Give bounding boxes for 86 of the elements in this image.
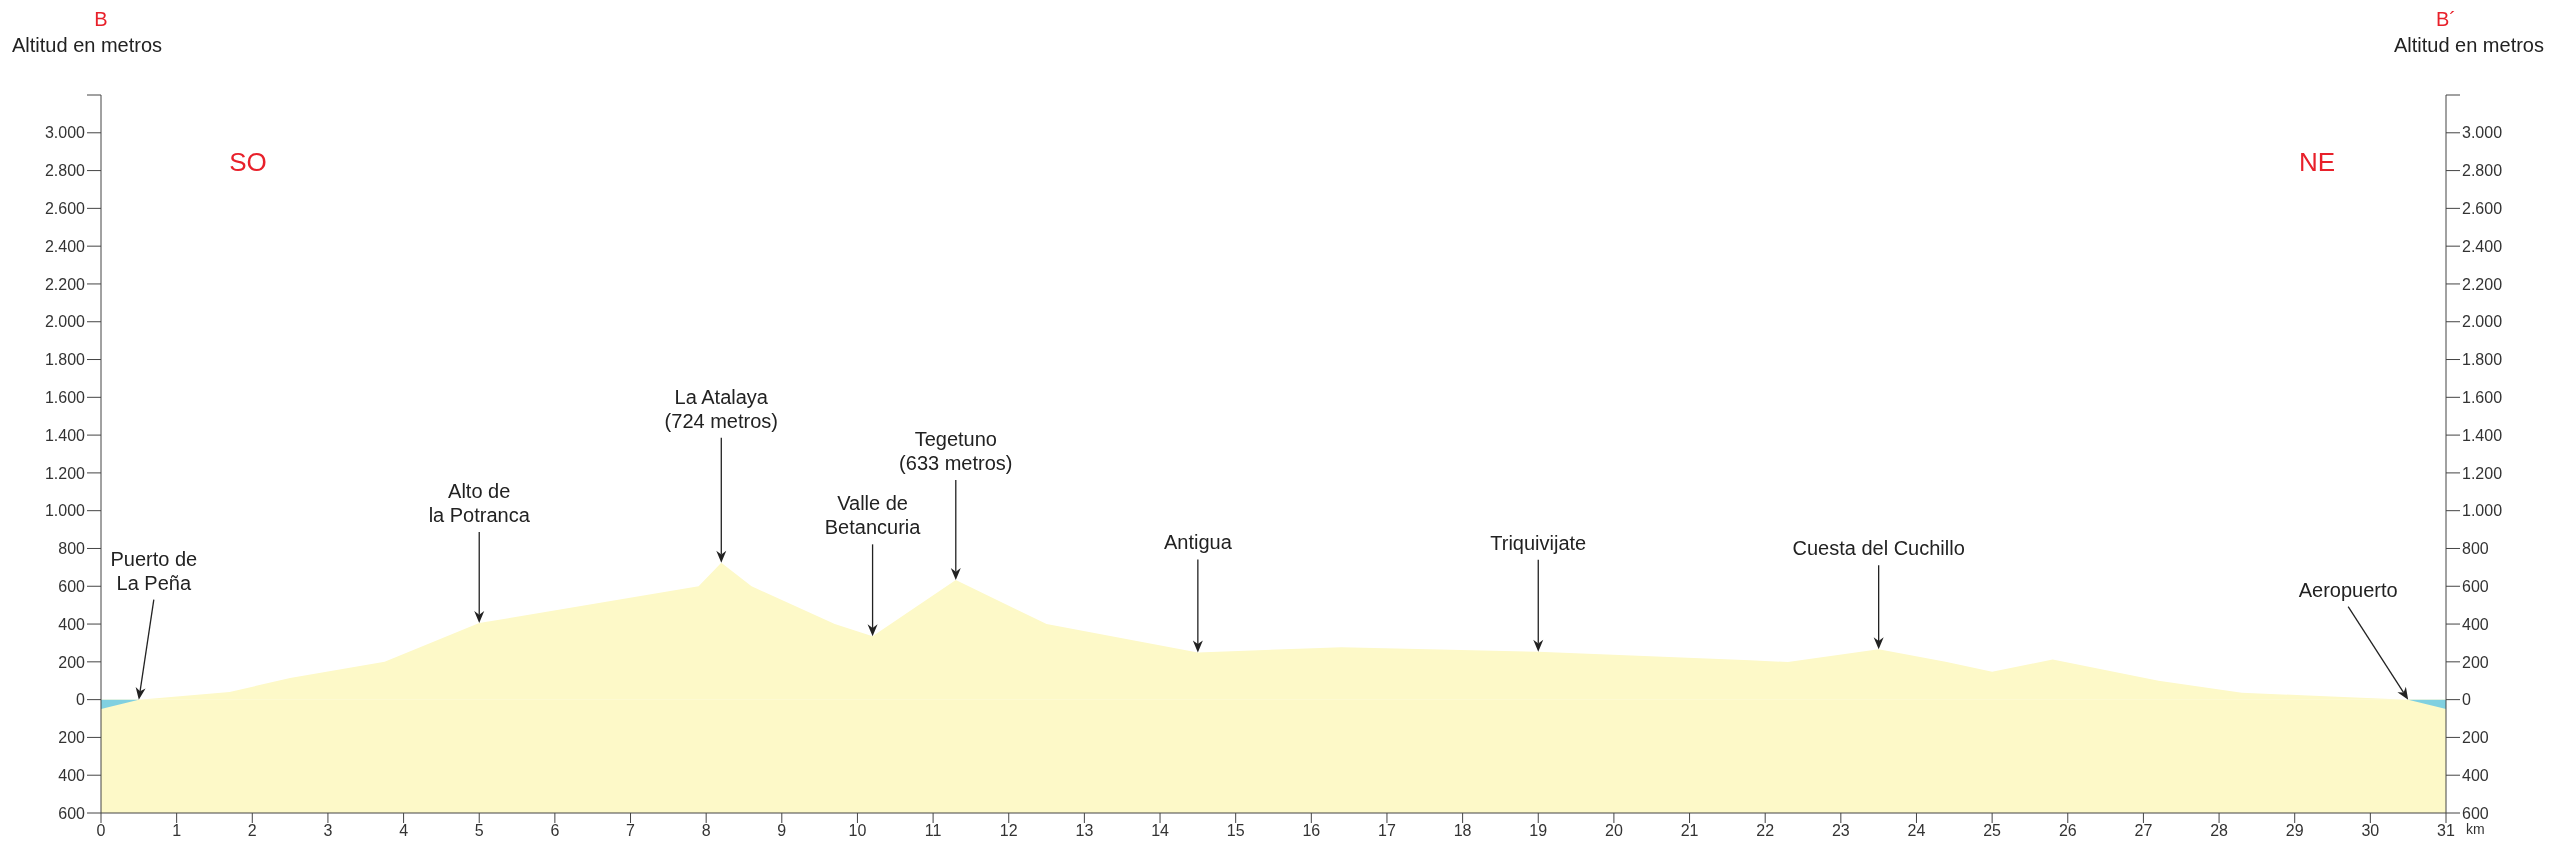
y2-tick-label: 1.200 (2462, 464, 2503, 482)
annotation: SO (229, 147, 267, 178)
annotation: La Atalaya (724 metros) (664, 385, 778, 432)
y2-tick-label: 0 (2462, 691, 2471, 709)
x-tick-label: 21 (1680, 822, 1699, 840)
x-tick-label: 26 (2058, 822, 2077, 840)
x-tick-label: 4 (399, 822, 409, 840)
y-tick-label: 600 (58, 577, 86, 595)
y2-tick-label: 400 (2462, 615, 2489, 633)
y-tick-label: 0 (76, 691, 86, 709)
x-tick-label: 11 (924, 822, 942, 840)
y-tick-label: 200 (58, 653, 86, 671)
x-tick-label: 2 (247, 822, 257, 840)
y-axis-title: Altitud en metros (12, 34, 163, 57)
y-tick-label: 1.800 (44, 351, 86, 369)
x-tick-label: 29 (2285, 822, 2304, 840)
x-tick-label: 18 (1453, 822, 1472, 840)
x-tick-label: 9 (777, 822, 787, 840)
x-tick-label: 30 (2361, 822, 2380, 840)
y2-tick-label: 600 (2462, 577, 2489, 595)
annotation: NE (2298, 147, 2336, 178)
annotation: Tegetuno (633 metros) (899, 428, 1013, 475)
x-tick-label: 17 (1378, 822, 1396, 840)
y-tick-label: 3.000 (44, 124, 86, 142)
x-tick-label: 5 (474, 822, 484, 840)
y2-tick-label: 3.000 (2462, 124, 2503, 142)
annotation: Puerto de La Peña (110, 547, 198, 594)
y-tick-label: 200 (58, 729, 86, 747)
y2-tick-label: 1.400 (2462, 426, 2503, 444)
x-tick-label: 0 (96, 822, 106, 840)
x-tick-label: 13 (1075, 822, 1094, 840)
x-tick-label: 7 (626, 822, 636, 840)
x-tick-label: 16 (1302, 822, 1321, 840)
y-tick-label: 1.200 (44, 464, 86, 482)
y2-tick-label: 2.400 (2462, 237, 2503, 255)
annotation: Cuesta del Cuchillo (1792, 537, 1965, 560)
y-tick-label: 2.600 (44, 200, 86, 218)
y-tick-label: 2.800 (44, 162, 86, 180)
y2-tick-label: 400 (2462, 766, 2489, 784)
y2-tick-label: 2.000 (2462, 313, 2503, 331)
x-tick-label: 14 (1151, 822, 1170, 840)
y2-tick-label: 2.600 (2462, 200, 2503, 218)
y-tick-label: 800 (58, 540, 86, 558)
annotation: Triquivijate (1490, 531, 1587, 554)
x-tick-label: 1 (172, 822, 182, 840)
x-tick-label: 27 (2134, 822, 2153, 840)
y2-tick-label: 200 (2462, 653, 2489, 671)
annotation: Antigua (1163, 531, 1233, 554)
y2-tick-label: 1.600 (2462, 389, 2503, 406)
x-tick-label: 24 (1907, 822, 1926, 840)
y-tick-label: 1.000 (44, 502, 86, 520)
y-tick-label: 2.200 (44, 275, 86, 293)
annotation: Aeropuerto (2298, 578, 2398, 601)
x-tick-label: 8 (701, 822, 711, 840)
y-tick-label: 1.600 (44, 389, 86, 406)
x-tick-label: 3 (323, 822, 333, 840)
x-tick-label: 6 (550, 822, 560, 840)
y2-tick-label: 2.200 (2462, 275, 2503, 293)
x-tick-label: 22 (1756, 822, 1775, 840)
x-tick-label: 15 (1226, 822, 1245, 840)
x-tick-label: 31 (2437, 822, 2455, 840)
y2-tick-label: 1.000 (2462, 502, 2503, 520)
y-tick-label: 2.000 (44, 313, 86, 331)
y2-tick-label: 200 (2462, 729, 2489, 747)
x-tick-label: 19 (1529, 822, 1548, 840)
y2-tick-label: 2.800 (2462, 162, 2503, 180)
x-tick-label: 23 (1831, 822, 1850, 840)
y-tick-label: 400 (58, 766, 86, 784)
x-tick-label: 28 (2210, 822, 2229, 840)
annotation: Alto de la Potranca (428, 480, 531, 527)
y2-tick-label: 1.800 (2462, 351, 2503, 369)
y2-tick-label: 800 (2462, 540, 2489, 558)
x-tick-label: 12 (999, 822, 1018, 840)
y-tick-label: 1.400 (44, 426, 86, 444)
y-tick-label: 600 (58, 804, 86, 822)
x-tick-label: 10 (848, 822, 867, 840)
y-tick-label: 2.400 (44, 237, 86, 255)
text: B (94, 8, 108, 31)
y-tick-label: 400 (58, 615, 86, 633)
text: B´ (2436, 8, 2456, 31)
x-tick-label: 20 (1605, 822, 1623, 840)
y2-tick-label: 600 (2462, 804, 2489, 822)
x-tick-label: 25 (1983, 822, 2002, 840)
y2-axis-title: Altitud en metros (2393, 34, 2544, 57)
x-axis-title: km (2466, 821, 2485, 837)
annotation: Valle de Betancuria (824, 492, 922, 539)
